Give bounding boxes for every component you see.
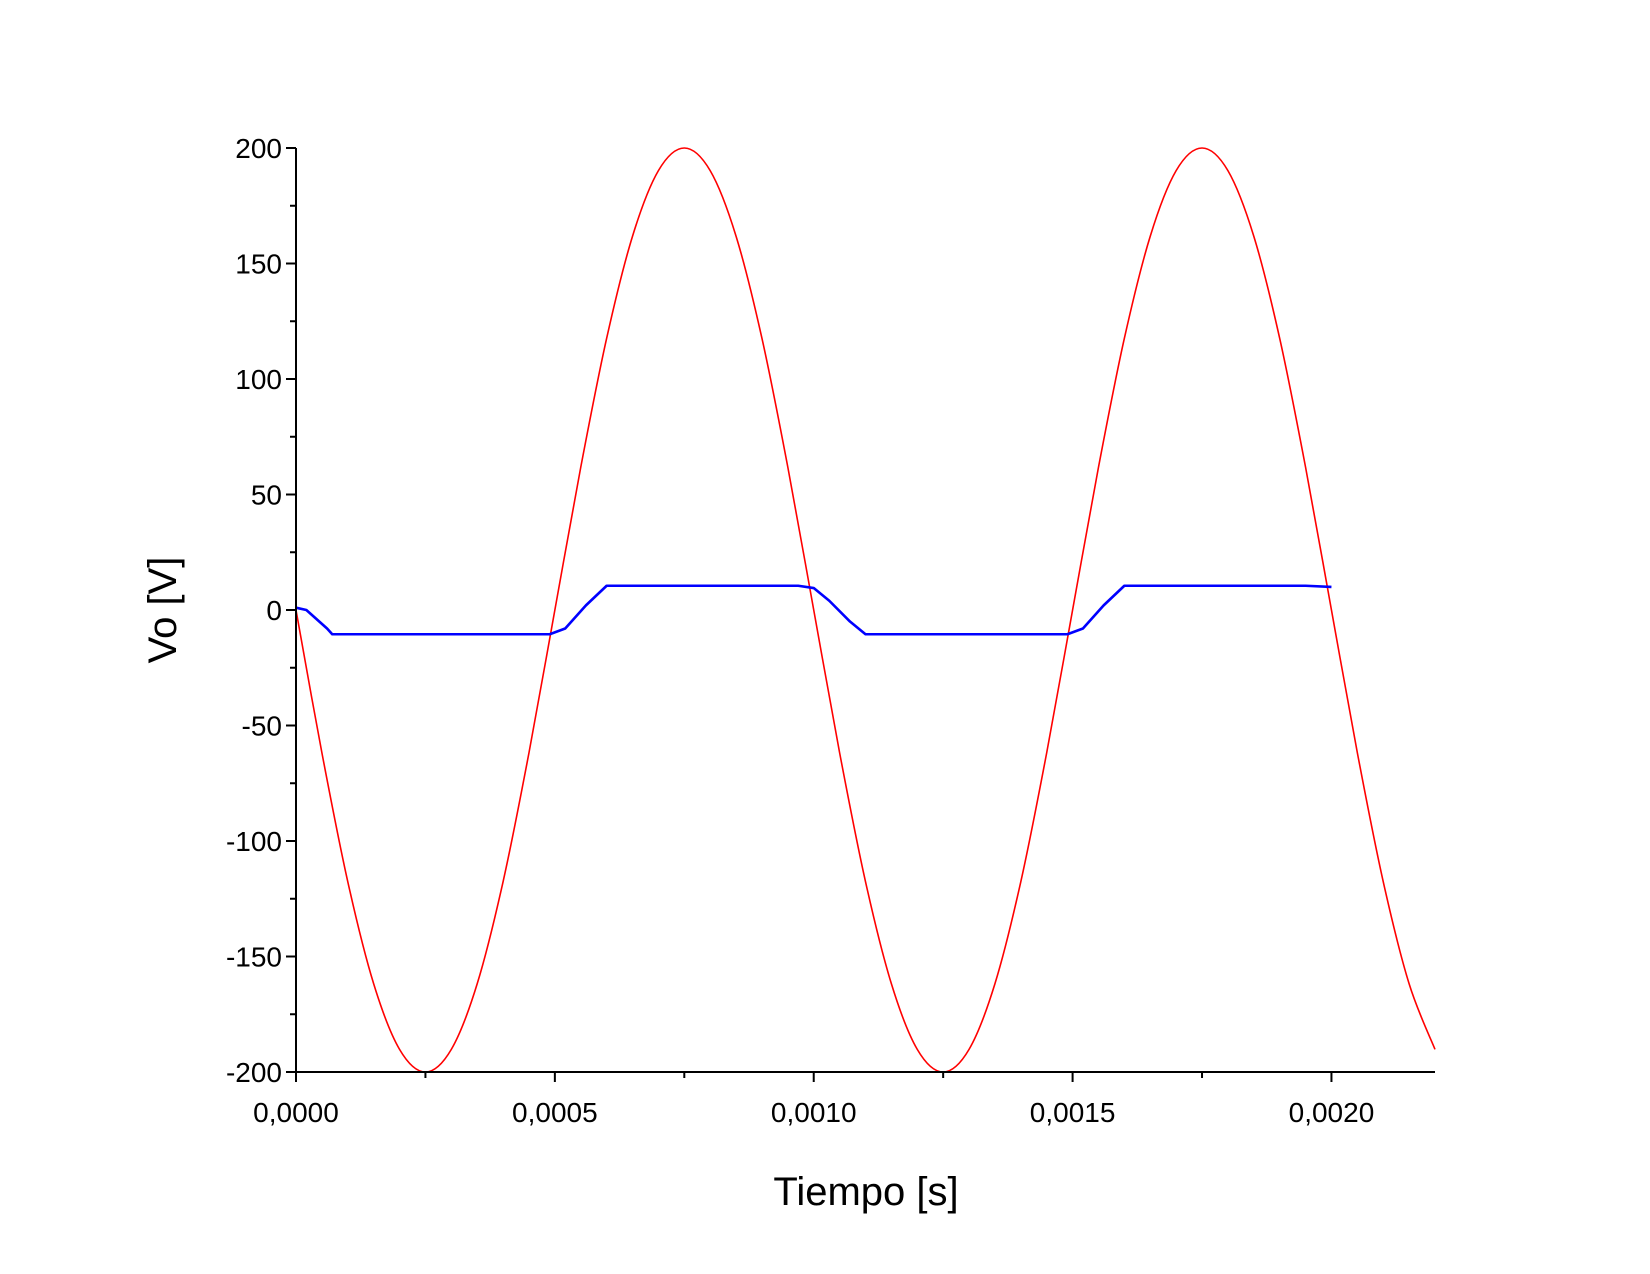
y-tick-label: 200	[235, 133, 282, 164]
y-tick-label: -200	[226, 1057, 282, 1088]
y-tick-label: 150	[235, 249, 282, 280]
axes	[295, 148, 1435, 1073]
y-ticks: -200 -150 -100 -50 0 50 100 150 200	[226, 133, 296, 1088]
y-tick-label: -100	[226, 826, 282, 857]
x-axis-title: Tiempo [s]	[773, 1170, 958, 1214]
plot-lines	[295, 147, 1436, 1073]
x-tick-label: 0,0020	[1289, 1097, 1375, 1128]
x-tick-label: 0,0005	[512, 1097, 598, 1128]
x-tick-label: 0,0010	[771, 1097, 857, 1128]
series-line-2	[295, 584, 1332, 636]
y-tick-label: -50	[242, 711, 282, 742]
y-tick-label: 0	[266, 595, 282, 626]
y-tick-label: -150	[226, 942, 282, 973]
x-tick-label: 0,0000	[253, 1097, 339, 1128]
series-line-1	[295, 147, 1436, 1073]
x-ticks: 0,0000 0,0005 0,0010 0,0015 0,0020	[253, 1072, 1374, 1128]
y-axis-title: Vo [V]	[141, 557, 185, 664]
y-tick-label: 50	[251, 480, 282, 511]
y-tick-label: 100	[235, 364, 282, 395]
x-tick-label: 0,0015	[1030, 1097, 1116, 1128]
